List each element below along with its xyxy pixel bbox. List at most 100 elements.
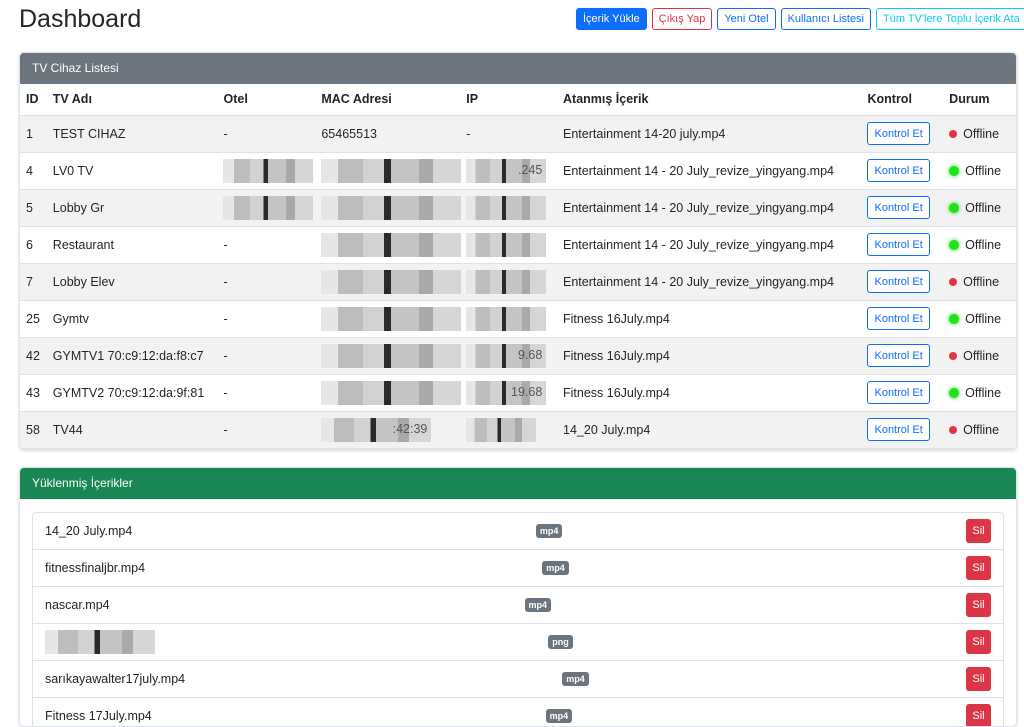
redacted-value: .245 [466,158,547,183]
content-cell: Entertainment 14 - 20 July_revize_yingya… [563,152,868,190]
status-text: Offline [965,200,1002,215]
status-text: Offline [963,422,1000,437]
delete-button[interactable]: Sil [966,519,991,543]
table-row: 7 Lobby Elev - Entertainment 14 - 20 Jul… [20,263,1016,301]
control-cell: Kontrol Et [867,115,950,153]
status-text: Offline [965,237,1002,252]
status-text: Offline [963,274,1000,289]
redacted-value [466,306,547,331]
tv-name-cell: Gymtv [52,300,224,338]
file-type-badge: mp4 [562,672,589,686]
logout-button[interactable]: Çıkış Yap [651,8,713,30]
id-cell: 6 [20,226,53,264]
file-type-badge: mp4 [542,561,569,575]
column-header: IP [466,84,564,116]
id-cell: 7 [20,263,53,301]
new-hotel-button[interactable]: Yeni Otel [717,8,776,30]
id-cell: 1 [20,115,53,153]
ip-cell: 9.68 [466,337,564,375]
ip-cell: 19.68 [466,374,564,412]
tv-name-cell: GYMTV1 70:c9:12:da:f8:c7 [52,337,224,375]
mac-cell [321,152,467,190]
list-item: sarıkayawalter17july.mp4 mp4 Sil [33,661,1003,698]
upload-content-button[interactable]: İçerik Yükle [576,8,647,30]
control-button[interactable]: Kontrol Et [867,233,930,256]
list-item: png Sil [33,624,1003,661]
delete-button[interactable]: Sil [965,593,991,617]
page-title: Dashboard [19,5,142,33]
tv-name-cell: Restaurant [52,226,224,264]
list-item: fitnessfinaljbr.mp4 mp4 Sil [33,550,1003,587]
redacted-value [466,269,547,294]
file-type-badge: png [548,635,573,649]
control-button[interactable]: Kontrol Et [867,418,930,441]
file-type-badge: mp4 [535,524,563,538]
file-type-badge: mp4 [545,709,573,723]
control-button[interactable]: Kontrol Et [867,122,930,145]
card-title: Yüklenmiş İçerikler [20,468,1016,499]
content-cell: Entertainment 14-20 july.mp4 [563,115,868,153]
status-text: Offline [965,311,1002,326]
table-row: 25 Gymtv - Fitness 16July.mp4 Kontrol Et… [20,300,1016,338]
control-button[interactable]: Kontrol Et [867,307,930,330]
column-header: Durum [949,84,1016,116]
content-cell: Entertainment 14 - 20 July_revize_yingya… [563,189,868,227]
mac-cell [321,374,467,412]
control-cell: Kontrol Et [867,337,950,375]
control-cell: Kontrol Et [867,189,950,227]
ip-cell [466,189,564,227]
hotel-cell: - [223,300,322,338]
control-cell: Kontrol Et [867,226,950,264]
ip-cell [466,411,564,449]
column-header: ID [20,84,53,116]
control-button[interactable]: Kontrol Et [867,159,930,182]
delete-button[interactable]: Sil [965,556,991,580]
status-dot-icon [949,203,960,214]
table-row: 42 GYMTV1 70:c9:12:da:f8:c7 - 9.68 Fitne… [20,337,1016,375]
status-cell: Offline [949,300,1016,338]
hotel-cell [223,152,322,190]
redacted-value: 19.68 [466,380,547,405]
status-cell: Offline [949,411,1016,449]
table-row: 5 Lobby Gr Entertainment 14 - 20 July_re… [20,189,1016,227]
redacted-value [321,158,462,183]
bulk-assign-button[interactable]: Tüm TV'lere Toplu İçerik Ata [876,8,1024,30]
mac-cell [321,226,467,264]
redacted-value [466,417,537,442]
id-cell: 25 [20,300,53,338]
control-button[interactable]: Kontrol Et [867,196,930,219]
status-dot-icon [949,278,958,287]
status-dot-icon [949,240,960,251]
hotel-cell: - [223,226,322,264]
delete-button[interactable]: Sil [966,630,991,654]
status-dot-icon [949,166,960,177]
column-header: Atanmış İçerik [563,84,868,116]
status-cell: Offline [949,263,1016,301]
delete-button[interactable]: Sil [966,667,991,691]
control-button[interactable]: Kontrol Et [867,381,930,404]
redacted-value [321,343,462,368]
file-name: nascar.mp4 [45,598,110,612]
delete-button[interactable]: Sil [966,704,991,726]
control-cell: Kontrol Et [867,411,950,449]
redacted-value: :42:39 [321,417,432,442]
hotel-cell: - [223,115,322,153]
column-header: Otel [223,84,322,116]
status-text: Offline [965,163,1002,178]
control-button[interactable]: Kontrol Et [867,270,930,293]
file-type-badge: mp4 [524,598,552,612]
redacted-value [466,195,547,220]
id-cell: 4 [20,152,53,190]
redacted-value [321,195,462,220]
tv-name-cell: GYMTV2 70:c9:12:da:9f:81 [52,374,224,412]
hotel-cell: - [223,411,322,449]
user-list-button[interactable]: Kullanıcı Listesi [780,8,872,30]
status-dot-icon [949,352,958,361]
hotel-cell: - [223,263,322,301]
toolbar: İçerik Yükle Çıkış Yap Yeni Otel Kullanı… [576,8,1024,30]
mac-cell [321,300,467,338]
id-cell: 42 [20,337,53,375]
list-item: 14_20 July.mp4 mp4 Sil [33,513,1003,550]
control-button[interactable]: Kontrol Et [867,344,930,367]
list-item: Fitness 17July.mp4 mp4 Sil [33,698,1003,726]
